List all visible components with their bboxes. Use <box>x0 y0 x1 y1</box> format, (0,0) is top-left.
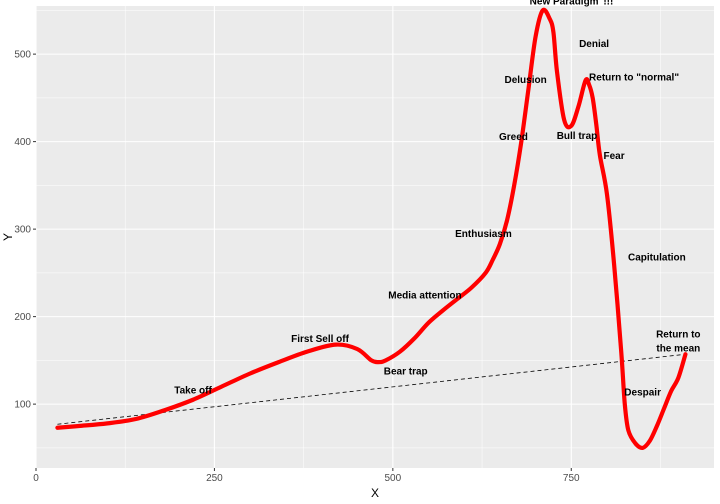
x-axis-title: X <box>371 486 379 500</box>
y-axis-title: Y <box>1 233 15 241</box>
y-axis-ticks: 100 200 300 400 500 <box>14 50 36 411</box>
panel-background <box>36 6 714 468</box>
annotation-label: Bear trap <box>384 366 428 377</box>
x-tick-label: 250 <box>206 473 223 484</box>
annotation-label: Capitulation <box>628 253 686 264</box>
x-axis-ticks: 0 250 500 750 <box>33 468 580 484</box>
y-tick-label: 500 <box>14 50 31 61</box>
annotation-label: Enthusiasm <box>455 229 512 240</box>
annotations: "New Paradigm"!!! Denial Delusion Return to… <box>174 0 700 398</box>
annotation-label: First Sell off <box>291 334 349 345</box>
annotation-label: Delusion <box>504 75 546 86</box>
annotation-label: "New Paradigm"!!! <box>525 0 613 7</box>
annotation-label: the mean <box>656 344 700 355</box>
series-layer <box>55 7 688 451</box>
x-tick-label: 0 <box>33 473 39 484</box>
annotation-label: Greed <box>499 132 528 143</box>
y-tick-label: 400 <box>14 137 31 148</box>
annotation-label: Media attention <box>388 290 461 301</box>
major-gridlines <box>35 6 714 468</box>
annotation-label: Fear <box>604 151 625 162</box>
annotation-label: Return to "normal" <box>589 72 679 83</box>
annotation-label: Bull trap <box>557 131 598 142</box>
y-tick-label: 100 <box>14 400 31 411</box>
x-tick-label: 500 <box>384 473 401 484</box>
annotation-label: Despair <box>624 387 661 398</box>
bubble-curve <box>55 7 688 451</box>
x-tick-label: 750 <box>563 473 580 484</box>
annotation-label: Take off <box>174 386 212 397</box>
annotation-label: Return to <box>656 330 700 341</box>
annotation-label: Denial <box>579 39 609 50</box>
y-tick-label: 200 <box>14 312 31 323</box>
y-tick-label: 300 <box>14 225 31 236</box>
